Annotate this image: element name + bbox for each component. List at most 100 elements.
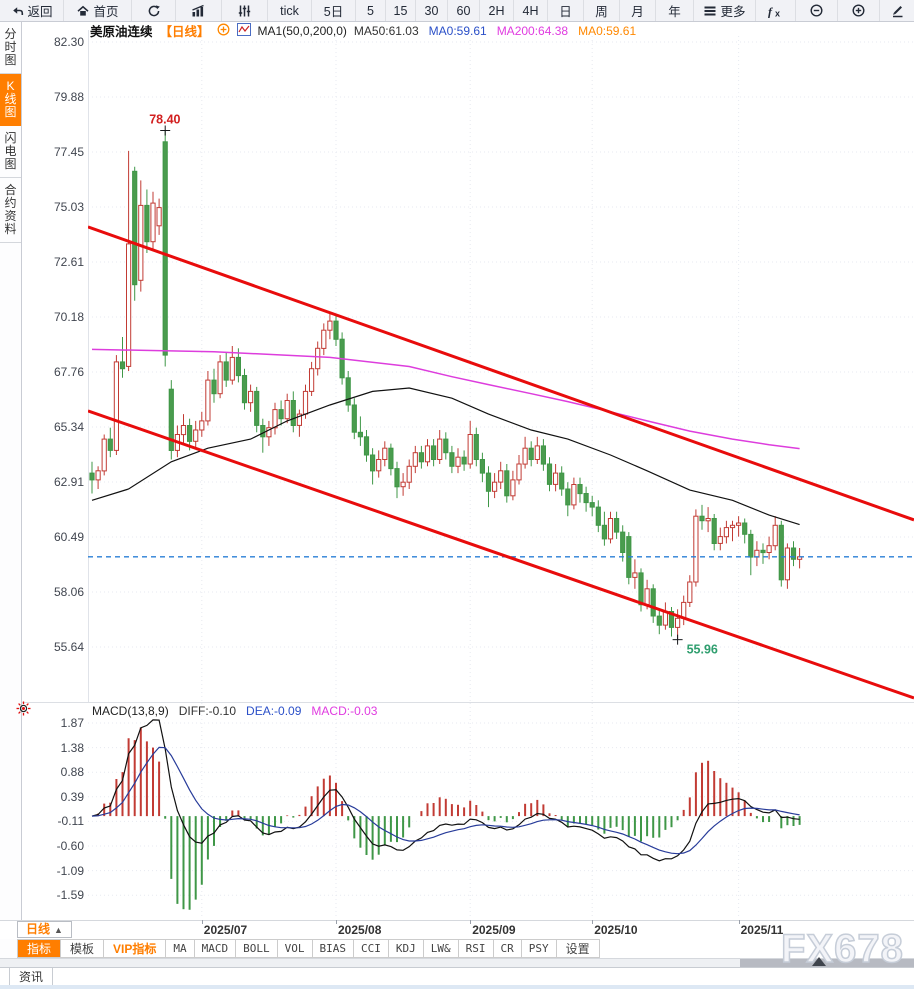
refresh-button[interactable]	[132, 0, 176, 21]
tab-indicator[interactable]: 指标	[18, 940, 62, 957]
menu-icon	[703, 4, 717, 18]
x-axis-tick	[592, 920, 594, 924]
indicator-tab-bar: 指标 模板 VIP指标 MA MACD BOLL VOL BIAS CCI KDJ LW& RSI CR…	[17, 939, 600, 958]
low-annotation-label: 55.96	[687, 643, 718, 657]
x-axis-label: 2025/09	[472, 923, 516, 937]
zoom-in-button[interactable]	[838, 0, 880, 21]
trend-line-lower[interactable]	[88, 409, 914, 700]
horizontal-scrollbar[interactable]	[0, 958, 914, 967]
macd-axis-label: -0.11	[57, 814, 84, 829]
tab-time-chart[interactable]: 分 时 图	[0, 22, 21, 74]
macd-axis-label: 0.39	[60, 789, 84, 804]
x-axis-tick	[201, 920, 203, 924]
news-tab[interactable]: 资讯	[9, 968, 53, 986]
diff-line	[91, 719, 800, 862]
tab-kdj[interactable]: KDJ	[389, 940, 424, 957]
tab-template[interactable]: 模板	[61, 940, 105, 957]
macd-histogram	[97, 727, 801, 910]
ma-value: MA50:61.03	[353, 23, 419, 38]
interval-year-button[interactable]: 年	[656, 0, 694, 21]
macd-axis-label: 1.87	[60, 716, 84, 730]
chart-header: 美原油连续 【日线】 MA1(50,0,200,0) MA50:61.03 MA0…	[90, 22, 637, 39]
ma-value: MA0:59.61	[578, 23, 637, 38]
interval-tick-button-label: tick	[280, 3, 299, 18]
macd-canvas[interactable]	[88, 703, 914, 918]
price-axis-label: 75.03	[53, 200, 84, 214]
period-tag: 【日线】	[159, 25, 210, 39]
zoom-in-icon	[851, 3, 866, 18]
back-button-label: 返回	[27, 5, 53, 19]
zoom-out-icon	[809, 3, 824, 18]
macd-axis-label: -1.09	[56, 863, 84, 878]
tab-settings[interactable]: 设置	[557, 940, 600, 957]
interval-month-button[interactable]: 月	[620, 0, 656, 21]
interval-tick-button[interactable]: tick	[268, 0, 312, 21]
tab-vip-indicator[interactable]: VIP指标	[104, 940, 167, 957]
draw-button[interactable]	[880, 0, 914, 21]
tab-flash-chart[interactable]: 闪 电 图	[0, 126, 21, 178]
scrollbar-thumb[interactable]	[740, 959, 914, 967]
interval-4h-button[interactable]: 4H	[514, 0, 548, 21]
svg-text:x: x	[775, 8, 780, 18]
interval-5-button[interactable]: 5	[356, 0, 386, 21]
mini-chart-icon	[236, 22, 251, 39]
interval-week-button[interactable]: 周	[584, 0, 620, 21]
tab-rsi[interactable]: RSI	[459, 940, 494, 957]
tab-lw[interactable]: LW&	[424, 940, 459, 957]
zoom-out-button[interactable]	[796, 0, 838, 21]
bar-chart-button[interactable]	[176, 0, 222, 21]
more-button[interactable]: 更多	[694, 0, 756, 21]
main-gridlines	[88, 36, 914, 703]
home-button-label: 首页	[93, 5, 119, 19]
tab-ma[interactable]: MA	[166, 940, 195, 957]
back-button[interactable]: 返回	[0, 0, 64, 21]
macd-values: DIFF:-0.10 DEA:-0.09 MACD:-0.03	[179, 704, 378, 718]
symbol-title: 美原油连续	[90, 25, 153, 39]
more-button-label: 更多	[720, 5, 746, 19]
extreme-marker-icon	[160, 125, 171, 136]
tab-psy[interactable]: PSY	[522, 940, 557, 957]
interval-30-button[interactable]: 30	[416, 0, 448, 21]
price-axis-label: 60.49	[53, 530, 84, 544]
price-axis-label: 58.06	[53, 585, 84, 599]
bar-chart-icon	[191, 4, 206, 18]
tab-cr[interactable]: CR	[494, 940, 522, 957]
refresh-icon	[147, 4, 161, 18]
interval-week-button-label: 周	[595, 5, 608, 19]
ma-value: MA200:64.38	[496, 23, 569, 38]
tab-contract-info[interactable]: 合 约 资 料	[0, 178, 21, 243]
indicator-sun-icon[interactable]	[16, 701, 31, 721]
trend-line-upper[interactable]	[88, 225, 914, 522]
x-axis-label: 2025/11	[740, 923, 784, 937]
price-axis-label: 67.76	[53, 365, 84, 379]
home-icon	[76, 4, 90, 18]
scroll-position-marker-icon	[812, 957, 826, 966]
ma50-line	[91, 387, 800, 526]
tab-macd[interactable]: MACD	[195, 940, 237, 957]
home-button[interactable]: 首页	[64, 0, 132, 21]
tab-kline-chart[interactable]: K 线 图	[0, 74, 21, 126]
high-annotation-label: 78.40	[149, 113, 180, 127]
interval-5d-button[interactable]: 5日	[312, 0, 356, 21]
x-axis-label: 2025/08	[338, 923, 382, 937]
tab-boll[interactable]: BOLL	[236, 940, 278, 957]
tab-cci[interactable]: CCI	[354, 940, 389, 957]
period-selector-button[interactable]: 日线 ▲	[17, 921, 72, 938]
extreme-marker-icon	[672, 634, 683, 645]
tab-vol[interactable]: VOL	[278, 940, 313, 957]
sliders-icon	[237, 4, 252, 18]
tab-bias[interactable]: BIAS	[313, 940, 354, 957]
interval-2h-button[interactable]: 2H	[480, 0, 514, 21]
macd-header: MACD(13,8,9) DIFF:-0.10 DEA:-0.09 MACD:-0.…	[92, 704, 377, 718]
main-chart-canvas[interactable]: 78.40 55.96	[88, 30, 914, 703]
candlestick-button[interactable]	[222, 0, 268, 21]
period-selector-label: 日线	[26, 922, 51, 936]
interval-15-button[interactable]: 15	[386, 0, 416, 21]
add-indicator-icon[interactable]	[217, 23, 230, 39]
interval-day-button[interactable]: 日	[548, 0, 584, 21]
interval-60-button[interactable]: 60	[448, 0, 480, 21]
price-axis-label: 72.61	[53, 255, 84, 269]
